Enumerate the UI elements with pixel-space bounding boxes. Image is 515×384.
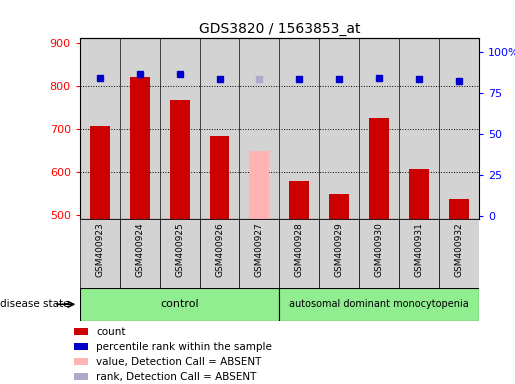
Bar <box>289 181 310 219</box>
Bar <box>74 328 88 336</box>
Text: value, Detection Call = ABSENT: value, Detection Call = ABSENT <box>96 357 262 367</box>
Text: rank, Detection Call = ABSENT: rank, Detection Call = ABSENT <box>96 372 256 382</box>
Bar <box>74 343 88 350</box>
Text: GSM400932: GSM400932 <box>455 222 464 277</box>
Text: GSM400931: GSM400931 <box>415 222 423 277</box>
Text: GSM400929: GSM400929 <box>335 222 344 277</box>
Bar <box>120 38 160 219</box>
Bar <box>239 38 280 219</box>
Text: count: count <box>96 327 126 337</box>
Text: GSM400923: GSM400923 <box>95 222 104 277</box>
Text: GSM400930: GSM400930 <box>375 222 384 277</box>
Bar <box>80 288 280 321</box>
Text: GSM400924: GSM400924 <box>135 222 144 277</box>
Bar <box>439 219 479 288</box>
Bar <box>80 38 119 219</box>
Bar <box>210 136 230 219</box>
Bar <box>130 77 150 219</box>
Bar <box>169 100 190 219</box>
Bar <box>280 288 479 321</box>
Bar <box>329 194 349 219</box>
Text: control: control <box>160 299 199 310</box>
Text: GSM400925: GSM400925 <box>175 222 184 277</box>
Bar <box>80 219 119 288</box>
Text: GSM400926: GSM400926 <box>215 222 224 277</box>
Bar <box>399 38 439 219</box>
Bar <box>74 373 88 380</box>
Text: GSM400928: GSM400928 <box>295 222 304 277</box>
Bar <box>90 126 110 219</box>
Bar <box>449 199 469 219</box>
Bar <box>319 219 359 288</box>
Bar <box>200 38 239 219</box>
Bar <box>160 219 200 288</box>
Text: percentile rank within the sample: percentile rank within the sample <box>96 342 272 352</box>
Bar <box>369 118 389 219</box>
Bar <box>359 219 399 288</box>
Text: GSM400927: GSM400927 <box>255 222 264 277</box>
Bar <box>399 219 439 288</box>
Title: GDS3820 / 1563853_at: GDS3820 / 1563853_at <box>199 22 360 36</box>
Bar <box>359 38 399 219</box>
Bar <box>249 151 269 219</box>
Text: disease state: disease state <box>0 299 70 310</box>
Bar <box>239 219 280 288</box>
Bar <box>74 358 88 365</box>
Text: autosomal dominant monocytopenia: autosomal dominant monocytopenia <box>289 299 469 310</box>
Bar <box>409 169 429 219</box>
Bar <box>280 219 319 288</box>
Bar <box>319 38 359 219</box>
Bar <box>119 219 160 288</box>
Bar <box>439 38 479 219</box>
Bar <box>160 38 200 219</box>
Bar <box>280 38 319 219</box>
Bar <box>200 219 239 288</box>
